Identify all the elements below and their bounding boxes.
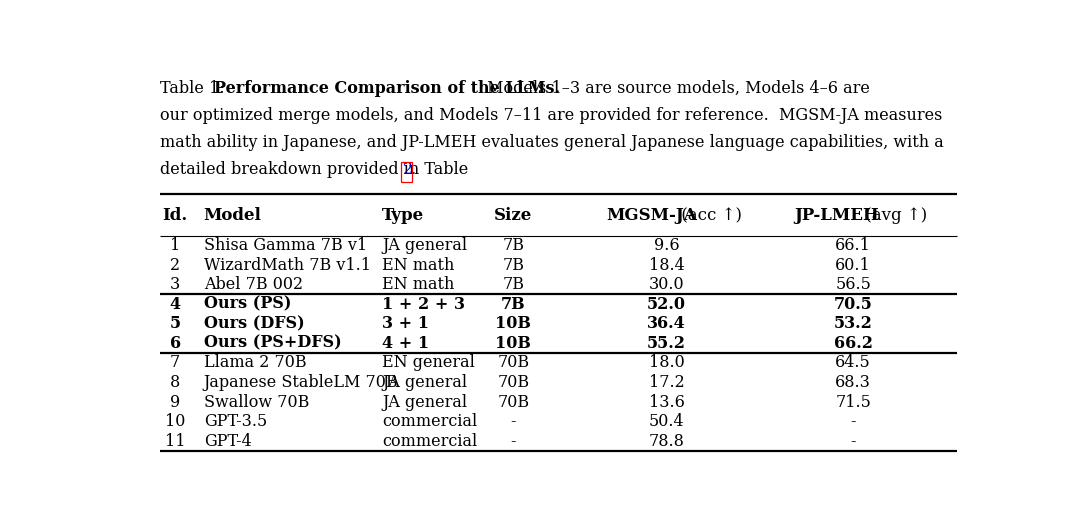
Text: commercial: commercial [382, 433, 477, 450]
Text: 60.1: 60.1 [835, 256, 872, 274]
Text: (avg ↑): (avg ↑) [860, 207, 927, 224]
Text: 18.4: 18.4 [649, 256, 685, 274]
Text: JA general: JA general [382, 237, 467, 254]
Text: 4 + 1: 4 + 1 [382, 335, 429, 352]
Text: our optimized merge models, and Models 7–11 are provided for reference.  MGSM-JA: our optimized merge models, and Models 7… [160, 107, 943, 124]
Text: 55.2: 55.2 [647, 335, 686, 352]
Text: 64.5: 64.5 [835, 354, 872, 371]
Text: 4: 4 [170, 296, 180, 313]
Text: 6: 6 [170, 335, 180, 352]
Text: 66.2: 66.2 [834, 335, 873, 352]
Text: -: - [511, 433, 516, 450]
Text: -: - [511, 413, 516, 430]
Text: 9: 9 [170, 394, 180, 411]
Text: GPT-3.5: GPT-3.5 [204, 413, 267, 430]
Text: GPT-4: GPT-4 [204, 433, 252, 450]
Text: 56.5: 56.5 [835, 276, 872, 293]
Text: Ours (PS): Ours (PS) [204, 296, 291, 313]
Text: Type: Type [382, 207, 424, 224]
Text: 52.0: 52.0 [647, 296, 686, 313]
Bar [402, 162, 413, 182]
Text: Id.: Id. [163, 207, 188, 224]
Text: 70B: 70B [497, 374, 529, 391]
Text: 66.1: 66.1 [835, 237, 872, 254]
Text: MGSM-JA: MGSM-JA [606, 207, 697, 224]
Text: JA general: JA general [382, 374, 467, 391]
Text: 70B: 70B [497, 354, 529, 371]
Text: 7B: 7B [502, 276, 524, 293]
Text: 7B: 7B [502, 256, 524, 274]
Text: 36.4: 36.4 [647, 315, 686, 332]
Text: Table 1:: Table 1: [160, 80, 230, 97]
Text: Performance Comparison of the LLMs.: Performance Comparison of the LLMs. [214, 80, 561, 97]
Text: 68.3: 68.3 [835, 374, 872, 391]
Text: Japanese StableLM 70B: Japanese StableLM 70B [204, 374, 399, 391]
Text: EN math: EN math [382, 276, 455, 293]
Text: 10B: 10B [496, 315, 531, 332]
Text: commercial: commercial [382, 413, 477, 430]
Text: 1: 1 [170, 237, 180, 254]
Text: 30.0: 30.0 [649, 276, 685, 293]
Text: 7: 7 [170, 354, 180, 371]
Text: 2: 2 [403, 162, 414, 179]
Text: Swallow 70B: Swallow 70B [204, 394, 309, 411]
Text: 18.0: 18.0 [649, 354, 685, 371]
Text: 10: 10 [165, 413, 186, 430]
Text: Ours (DFS): Ours (DFS) [204, 315, 305, 332]
Text: JP-LMEH: JP-LMEH [794, 207, 879, 224]
Text: .: . [410, 162, 416, 179]
Text: 3: 3 [170, 276, 180, 293]
Text: Size: Size [495, 207, 532, 224]
Text: Abel 7B 002: Abel 7B 002 [204, 276, 302, 293]
Text: (acc ↑): (acc ↑) [676, 207, 742, 224]
Text: Models 1–3 are source models, Models 4–6 are: Models 1–3 are source models, Models 4–6… [483, 80, 870, 97]
Text: 3 + 1: 3 + 1 [382, 315, 429, 332]
Text: Shisa Gamma 7B v1: Shisa Gamma 7B v1 [204, 237, 367, 254]
Text: JA general: JA general [382, 394, 467, 411]
Text: -: - [850, 433, 855, 450]
Text: 1 + 2 + 3: 1 + 2 + 3 [382, 296, 464, 313]
Text: -: - [850, 413, 855, 430]
Text: 5: 5 [170, 315, 180, 332]
Text: math ability in Japanese, and JP-LMEH evaluates general Japanese language capabi: math ability in Japanese, and JP-LMEH ev… [160, 134, 944, 151]
Text: WizardMath 7B v1.1: WizardMath 7B v1.1 [204, 256, 370, 274]
Text: 70B: 70B [497, 394, 529, 411]
Text: 11: 11 [165, 433, 186, 450]
Text: 71.5: 71.5 [835, 394, 872, 411]
Text: Llama 2 70B: Llama 2 70B [204, 354, 307, 371]
Text: 8: 8 [170, 374, 180, 391]
Text: 78.8: 78.8 [649, 433, 685, 450]
Text: 70.5: 70.5 [834, 296, 873, 313]
Text: 53.2: 53.2 [834, 315, 873, 332]
Text: EN math: EN math [382, 256, 455, 274]
Text: 10B: 10B [496, 335, 531, 352]
Text: Model: Model [204, 207, 261, 224]
Text: 50.4: 50.4 [649, 413, 685, 430]
Text: 17.2: 17.2 [649, 374, 685, 391]
Text: 7B: 7B [501, 296, 526, 313]
Text: EN general: EN general [382, 354, 475, 371]
Text: 9.6: 9.6 [653, 237, 679, 254]
Text: Ours (PS+DFS): Ours (PS+DFS) [204, 335, 341, 352]
Text: 2: 2 [171, 256, 180, 274]
Text: detailed breakdown provided in Table: detailed breakdown provided in Table [160, 162, 473, 179]
Text: 7B: 7B [502, 237, 524, 254]
Text: 13.6: 13.6 [649, 394, 685, 411]
